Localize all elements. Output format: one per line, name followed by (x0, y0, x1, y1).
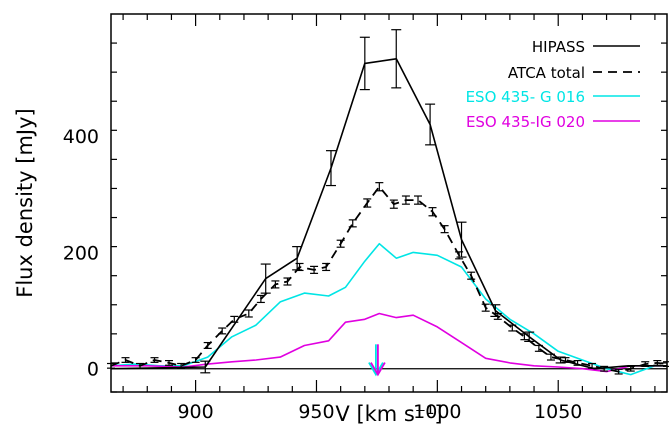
x-tick-label: 1050 (534, 401, 582, 423)
axis-ticks: 900 950 1000 1050 0 200 400 (63, 14, 667, 423)
velocity-arrow-head (368, 362, 384, 377)
y-tick-label: 400 (63, 126, 99, 148)
x-tick-label: 950 (298, 401, 334, 423)
series-line-3 (111, 312, 667, 373)
plot-marks (107, 29, 669, 377)
x-tick-label: 900 (177, 401, 213, 423)
y-axis-label: Flux density [mJy] (13, 108, 37, 297)
x-axis-label: V [km s⁻¹] (335, 402, 442, 426)
series-line-1 (110, 185, 668, 373)
y-tick-label: 200 (63, 242, 99, 264)
velocity-arrow-head (370, 362, 386, 377)
x-tick-label: 1000 (413, 401, 461, 423)
legend-label-0: HIPASS (532, 38, 585, 56)
series-line-2 (110, 242, 667, 376)
legend-label-3: ESO 435-IG 020 (466, 113, 585, 131)
legend: HIPASS ATCA total ESO 435- G 016 ESO 435-IG… (466, 38, 640, 131)
legend-label-2: ESO 435- G 016 (466, 88, 585, 106)
y-tick-label: 0 (87, 359, 99, 381)
legend-label-1: ATCA total (508, 64, 585, 82)
